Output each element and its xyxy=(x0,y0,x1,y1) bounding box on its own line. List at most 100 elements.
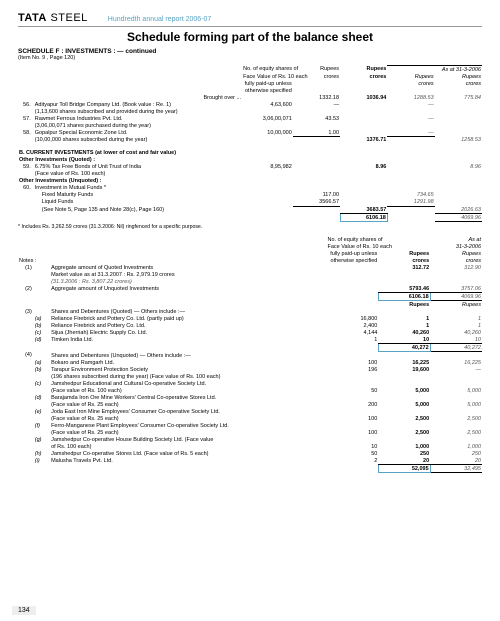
cell: — xyxy=(387,101,434,108)
sub-letter: (d) xyxy=(33,336,50,344)
report-label: Hundredth annual report 2006-07 xyxy=(108,16,212,23)
sub-letter: (e) xyxy=(33,408,50,415)
unit-head: Rupees xyxy=(430,301,482,309)
table-row: 57. Rawmet Ferrous Industries Pvt. Ltd. … xyxy=(18,115,482,122)
cell: 5,000 xyxy=(378,387,430,394)
row-sublabel: (Face value of Rs. 100 each) xyxy=(50,387,326,394)
head: fully paid-up unless xyxy=(326,250,378,257)
schedule-line: SCHEDULE F : INVESTMENTS : — continued xyxy=(18,48,482,55)
table-row: (1) Aggregate amount of Quoted Investmen… xyxy=(18,264,482,271)
row-label: Jamshedpur Co-operative House Building S… xyxy=(50,436,326,443)
note-no: (3) xyxy=(18,308,33,315)
cell: 10,00,000 xyxy=(242,129,293,137)
table-row: (b) Reliance Firebrick and Pottery Co. L… xyxy=(18,322,482,329)
row-label: Shares and Debentures (Quoted) — Others … xyxy=(50,308,482,315)
cell: 16,800 xyxy=(326,315,378,322)
cell: 4,63,600 xyxy=(242,101,293,108)
sub-letter: (i) xyxy=(33,457,50,465)
cell: 40,260 xyxy=(378,329,430,336)
cell: 100 xyxy=(326,429,378,436)
cell: — xyxy=(387,129,434,137)
unit-head: Rupees xyxy=(378,301,430,309)
cell: 3566.57 xyxy=(293,199,340,207)
row-label: Reliance Firebrick and Pottery Co. Ltd. … xyxy=(50,315,326,322)
head-rupees-b: Rupees xyxy=(340,66,387,74)
notes-table: No. of equity shares of As at Face Value… xyxy=(18,236,482,473)
cell: — xyxy=(430,366,482,373)
note-no: (1) xyxy=(18,264,33,271)
cell: 2 xyxy=(326,457,378,465)
head: Face Value of Rs. 10 each xyxy=(326,243,378,250)
cell: 312.72 xyxy=(378,264,430,271)
total: 6106.18 xyxy=(378,293,430,301)
row-label: Jamshedpur Educational and Cultural Co-o… xyxy=(50,380,326,387)
cell: 200 xyxy=(326,401,378,408)
subtotal: 1258.53 xyxy=(435,137,482,144)
cell: 8.96 xyxy=(435,164,482,171)
head-crores-b: crores xyxy=(340,73,387,80)
row-sublabel: (Face value of Rs. 25 each) xyxy=(50,429,326,436)
head: Rupees xyxy=(378,250,430,257)
row-label: Tarapur Environment Protection Society xyxy=(50,366,326,373)
cell: 196 xyxy=(326,366,378,373)
head: Rupees xyxy=(430,250,482,257)
cell: 250 xyxy=(378,450,430,457)
sub-letter: (d) xyxy=(33,394,50,401)
table-row: (See Note 5, Page 135 and Note 28(c), Pa… xyxy=(18,206,482,214)
sub-letter: (g) xyxy=(33,436,50,443)
row-sublabel: (3,06,00,071 shares purchased during the… xyxy=(34,122,242,129)
cell: 50 xyxy=(326,387,378,394)
table-row: (h) Jamshedpur Co-operative Stores Ltd. … xyxy=(18,450,482,457)
cell: — xyxy=(293,101,340,108)
cell: 1291.98 xyxy=(387,199,434,207)
table-row: 60. Investment in Mutual Funds * xyxy=(18,185,482,192)
table-row: 6106.18 4069.96 xyxy=(18,214,482,222)
row-sublabel: (1,13,600 shares subscribed and provided… xyxy=(34,108,242,115)
head: crores xyxy=(430,257,482,264)
head-shares3: fully paid-up unless xyxy=(242,80,293,87)
table-row: (3) Shares and Debentures (Quoted) — Oth… xyxy=(18,308,482,315)
cell: 1036.94 xyxy=(340,94,387,101)
head-shares2: Face Value of Rs. 10 each xyxy=(242,73,293,80)
sub-letter: (b) xyxy=(33,366,50,373)
table-row: 59. 6.75% Tax Free Bonds of Unit Trust o… xyxy=(18,164,482,171)
cell: 100 xyxy=(326,359,378,366)
cell: 8.96 xyxy=(340,164,387,171)
sub-letter: (h) xyxy=(33,450,50,457)
cell: 1.00 xyxy=(293,129,340,137)
row-label: Adityapur Toll Bridge Company Ltd. (Book… xyxy=(34,101,242,108)
subtotal: 2026.63 xyxy=(435,206,482,214)
table-row: (a) Reliance Firebrick and Pottery Co. L… xyxy=(18,315,482,322)
sub-letter: (c) xyxy=(33,380,50,387)
cell: 1 xyxy=(378,322,430,329)
row-label: Sijua (Jherriah) Electric Supply Co. Ltd… xyxy=(50,329,326,336)
table-row: 56. Adityapur Toll Bridge Company Ltd. (… xyxy=(18,101,482,108)
cell: 734.65 xyxy=(387,192,434,199)
cell: 10 xyxy=(430,336,482,344)
row-no: 56. xyxy=(18,101,34,108)
cell: 4,144 xyxy=(326,329,378,336)
sub-letter: (c) xyxy=(33,329,50,336)
page-title: Schedule forming part of the balance she… xyxy=(18,30,482,44)
cell: 3,06,00,071 xyxy=(242,115,293,122)
row-sublabel: of Rs. 100 each) xyxy=(50,443,326,450)
row-label: Liquid Funds xyxy=(34,199,242,207)
head-rupees-i: Rupees xyxy=(387,73,434,80)
row-label: Ferro-Manganese Plant Employees' Consume… xyxy=(50,422,326,429)
row-no: 57. xyxy=(18,115,34,122)
row-label: Aggregate amount of Unquoted Investments xyxy=(50,285,326,293)
table-row: (3,06,00,071 shares purchased during the… xyxy=(18,122,482,129)
cell: 20 xyxy=(378,457,430,465)
cell: 5,000 xyxy=(430,401,482,408)
subtotal: 40,272 xyxy=(378,344,430,352)
head: No. of equity shares of xyxy=(326,236,378,243)
row-label: Bokaro and Ramgarh Ltd. xyxy=(50,359,326,366)
total: 52,095 xyxy=(378,465,430,473)
cell: 1 xyxy=(430,322,482,329)
header: TATA STEEL Hundredth annual report 2006-… xyxy=(18,12,482,24)
table-row: Brought over ... 1332.18 1036.94 1288.53… xyxy=(18,94,482,101)
head-rupees: Rupees xyxy=(293,66,340,74)
cell: 1,000 xyxy=(378,443,430,450)
see-note: (See Note 5, Page 135 and Note 28(c), Pa… xyxy=(34,206,242,214)
investments-table: No. of equity shares of Rupees Rupees As… xyxy=(18,65,482,222)
